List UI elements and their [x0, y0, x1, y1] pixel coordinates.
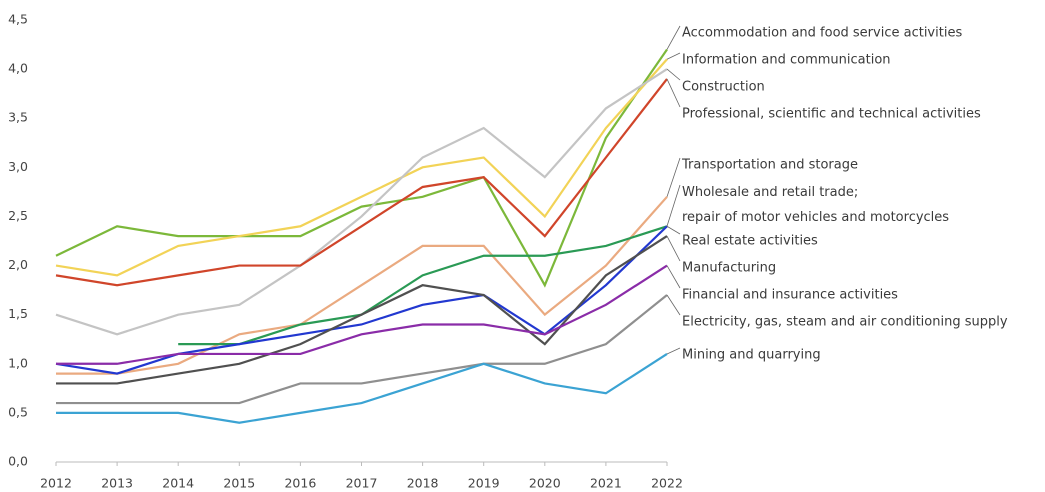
x-tick-label: 2013	[101, 476, 133, 491]
series-line	[56, 264, 668, 365]
y-tick-label: 1,0	[8, 355, 28, 370]
leader-line	[666, 52, 681, 60]
series-label: Financial and insurance activities	[682, 288, 898, 303]
y-tick-label: 0,0	[8, 454, 28, 469]
leader-line	[666, 68, 681, 81]
y-tick-label: 3,0	[8, 159, 28, 174]
y-tick-label: 2,5	[8, 208, 28, 223]
series-line	[178, 225, 668, 346]
y-tick-label: 1,5	[8, 306, 28, 321]
series-label: Information and communication	[682, 53, 891, 68]
series-label: Electricity, gas, steam and air conditio…	[682, 315, 1008, 330]
leader-line	[666, 25, 681, 50]
x-tick-label: 2017	[346, 476, 378, 491]
series-label: Manufacturing	[682, 261, 776, 276]
leader-line	[666, 265, 681, 289]
leader-line	[666, 225, 681, 235]
x-tick-label: 2015	[223, 476, 255, 491]
series-line	[55, 58, 668, 277]
series-line	[56, 353, 668, 424]
series-label: Wholesale and retail trade; repair of mot…	[682, 185, 949, 225]
series-label: Accommodation and food service activitie…	[682, 26, 962, 41]
series-line	[56, 196, 668, 375]
series-label: Professional, scientific and technical a…	[682, 107, 981, 122]
leader-line	[666, 157, 681, 197]
series-line	[55, 225, 668, 375]
series-label: Mining and quarrying	[682, 348, 821, 363]
series-line	[56, 235, 668, 385]
leader-line	[666, 347, 681, 355]
series-label: Transportation and storage	[681, 158, 858, 173]
x-tick-label: 2014	[162, 476, 194, 491]
series-line	[55, 48, 668, 288]
leader-line	[666, 235, 681, 262]
series-line	[56, 294, 668, 405]
y-tick-label: 4,5	[8, 12, 28, 27]
x-tick-label: 2012	[40, 476, 72, 491]
y-tick-label: 3,5	[8, 110, 28, 125]
x-tick-label: 2016	[284, 476, 316, 491]
series-label: Construction	[682, 80, 765, 95]
y-tick-label: 4,0	[8, 61, 28, 76]
leader-line	[666, 78, 681, 108]
y-tick-label: 0,5	[8, 404, 28, 419]
leader-line	[666, 294, 681, 316]
x-tick-label: 2019	[468, 476, 500, 491]
x-tick-label: 2020	[529, 476, 561, 491]
series-line	[55, 78, 668, 287]
x-tick-label: 2018	[407, 476, 439, 491]
series-line	[55, 68, 668, 336]
leader-line	[666, 184, 681, 227]
y-tick-label: 2,0	[8, 257, 28, 272]
x-tick-label: 2021	[590, 476, 622, 491]
series-label: Real estate activities	[682, 234, 818, 249]
x-tick-label: 2022	[651, 476, 683, 491]
